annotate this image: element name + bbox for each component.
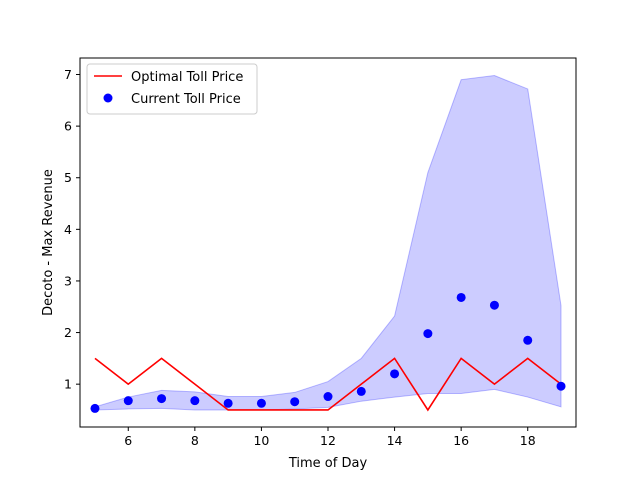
x-tick-label: 10 (253, 433, 269, 448)
x-tick-label: 8 (191, 433, 199, 448)
current-toll-point (556, 381, 566, 391)
current-toll-point (190, 396, 200, 406)
current-toll-point (489, 300, 499, 310)
x-tick-label: 18 (520, 433, 536, 448)
optimal-toll-line (94, 357, 562, 412)
legend-label-current: Current Toll Price (131, 92, 241, 107)
y-tick-label: 7 (64, 67, 72, 82)
current-toll-point (456, 292, 466, 302)
current-toll-point (423, 329, 433, 339)
x-tick-label: 14 (387, 433, 403, 448)
current-toll-point (157, 394, 167, 404)
y-tick-label: 6 (64, 119, 72, 134)
current-toll-point (223, 398, 233, 408)
current-toll-point (356, 386, 366, 396)
plot-area (90, 75, 566, 413)
legend: Optimal Toll Price Current Toll Price (86, 63, 258, 115)
x-tick-label: 12 (320, 433, 336, 448)
current-toll-point (290, 397, 300, 407)
y-tick-label: 1 (64, 377, 72, 392)
x-axis-label: Time of Day (288, 456, 368, 471)
x-tick-label: 6 (124, 433, 132, 448)
current-toll-point (256, 398, 266, 408)
current-toll-point (390, 369, 400, 379)
x-tick-label: 16 (453, 433, 469, 448)
legend-dot-marker (103, 93, 113, 103)
current-toll-point (323, 392, 333, 402)
legend-label-optimal: Optimal Toll Price (131, 70, 243, 85)
y-tick-label: 4 (64, 222, 72, 237)
y-axis-label: Decoto - Max Revenue (41, 169, 56, 316)
legend-box (86, 63, 258, 115)
current-toll-point (90, 403, 100, 413)
y-tick-label: 3 (64, 273, 72, 288)
current-toll-point (123, 396, 133, 406)
y-tick-label: 2 (64, 325, 72, 340)
current-toll-point (523, 335, 533, 345)
y-tick-label: 5 (64, 170, 72, 185)
